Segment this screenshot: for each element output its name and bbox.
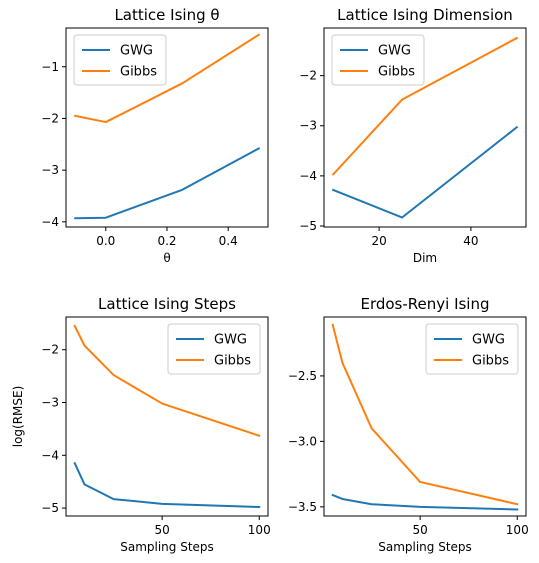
chart-title: Lattice Ising Steps [98, 295, 236, 313]
panel-steps: Lattice Ising Steps 50 100 −5 −4 −3 −2 Sampling… [11, 295, 271, 554]
legend-label: GWG [214, 333, 247, 348]
x-axis-label: θ [163, 251, 170, 265]
y-tick-label: −3 [41, 163, 59, 177]
y-tick-label: −4 [41, 215, 59, 229]
legend-box [73, 34, 167, 86]
x-tick-label: 100 [506, 523, 529, 537]
y-tick-label: −3 [41, 396, 59, 410]
legend-label: GWG [378, 44, 411, 59]
legend-label: Gibbs [214, 354, 251, 369]
x-tick-label: 0.0 [96, 234, 115, 248]
legend-box [331, 34, 425, 86]
x-tick-label: 0.2 [157, 234, 176, 248]
legend-label: Gibbs [378, 65, 415, 80]
series-line-gwg [331, 493, 519, 511]
legend: GWG Gibbs [73, 34, 167, 86]
panel-erdos-renyi: Erdos-Renyi Ising 50 100 −3.5 −3.0 −2.5 Sampli… [288, 295, 529, 554]
chart-title: Lattice Ising θ [114, 6, 219, 24]
x-axis-label: Sampling Steps [120, 540, 214, 554]
y-tick-label: −2 [299, 69, 317, 83]
series-line-gwg [331, 125, 519, 219]
series-line-gibbs [73, 324, 261, 438]
x-axis-label: Sampling Steps [378, 540, 472, 554]
series-line-gwg [73, 461, 261, 509]
axes-frame [323, 27, 527, 228]
axes-frame [323, 316, 527, 517]
chart-title: Lattice Ising Dimension [337, 6, 513, 24]
y-tick-label: −1 [41, 60, 59, 74]
series-line-gibbs [331, 323, 519, 506]
y-tick-label: −2 [41, 343, 59, 357]
panel-theta: Lattice Ising θ 0.0 0.2 0.4 −4 −3 −2 −1 θ GWG Gibb… [41, 6, 269, 265]
y-tick-label: −3 [299, 119, 317, 133]
y-tick-label: −3.5 [288, 500, 317, 514]
chart-title: Erdos-Renyi Ising [360, 295, 489, 313]
y-tick-label: −5 [41, 501, 59, 515]
y-tick-label: −4 [299, 169, 317, 183]
y-tick-label: −2.5 [288, 369, 317, 383]
series-line-gwg [74, 147, 261, 220]
x-axis-label: Dim [413, 251, 437, 265]
x-tick-label: 40 [463, 234, 478, 248]
series-line-gibbs [331, 36, 519, 176]
y-tick-label: −3.0 [288, 434, 317, 448]
x-tick-label: 50 [155, 523, 170, 537]
x-tick-label: 20 [371, 234, 386, 248]
legend: GWG Gibbs [167, 323, 261, 375]
legend-box [425, 323, 519, 375]
legend-label: GWG [472, 333, 505, 348]
x-tick-label: 50 [413, 523, 428, 537]
y-tick-label: −5 [299, 219, 317, 233]
legend-label: GWG [120, 44, 153, 59]
x-tick-label: 100 [248, 523, 271, 537]
legend-box [167, 323, 261, 375]
y-axis-label: log(RMSE) [11, 386, 25, 448]
y-tick-label: −2 [41, 111, 59, 125]
x-tick-label: 0.4 [219, 234, 238, 248]
series-line-gibbs [74, 33, 261, 124]
legend-label: Gibbs [472, 354, 509, 369]
panel-dimension: Lattice Ising Dimension 20 40 −5 −4 −3 −2 Dim GW… [299, 6, 527, 265]
y-tick-label: −4 [41, 448, 59, 462]
legend: GWG Gibbs [331, 34, 425, 86]
axes-frame [65, 316, 269, 517]
legend-label: Gibbs [120, 65, 157, 80]
legend: GWG Gibbs [425, 323, 519, 375]
